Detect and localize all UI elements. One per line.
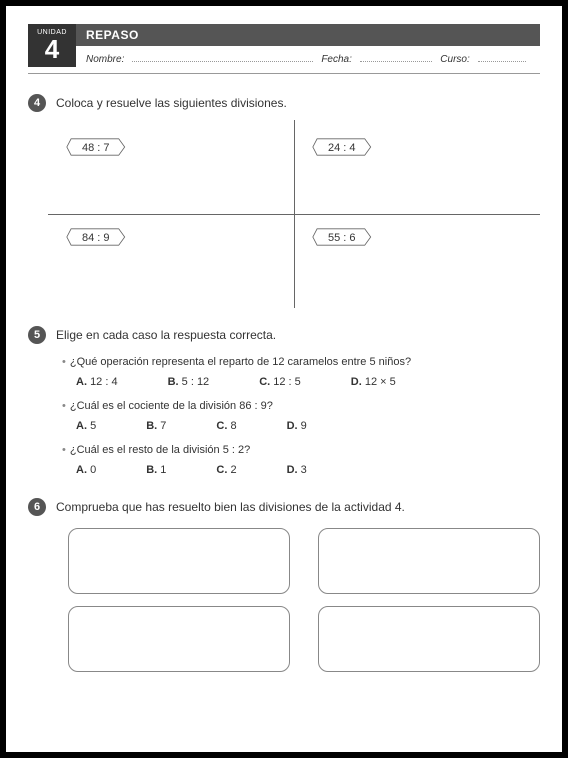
bullet-dot-icon: • (62, 356, 66, 368)
grid-cell-4: 55 : 6 (294, 214, 540, 304)
date-field-line[interactable] (360, 52, 432, 62)
choice-d[interactable]: D. 3 (287, 464, 307, 476)
division-value: 55 : 6 (312, 229, 372, 247)
division-tag: 24 : 4 (312, 138, 372, 156)
choice-label: C. (216, 420, 227, 432)
choice-label: A. (76, 464, 87, 476)
exercise-5: 5 Elige en cada caso la respuesta correc… (28, 326, 540, 476)
choice-value: 8 (230, 420, 236, 432)
answer-boxes (68, 528, 540, 672)
bullet-dot-icon: • (62, 444, 66, 456)
answer-box-4[interactable] (318, 606, 540, 672)
question-3: • ¿Cuál es el resto de la división 5 : 2?… (62, 444, 540, 476)
question-2-choices: A. 5 B. 7 C. 8 D. 9 (76, 420, 540, 432)
name-label: Nombre: (86, 54, 124, 65)
choice-a[interactable]: A. 12 : 4 (76, 376, 118, 388)
division-grid: 48 : 7 24 : 4 84 : 9 55 : 6 (48, 124, 540, 304)
grid-cell-2: 24 : 4 (294, 124, 540, 214)
question-2: • ¿Cuál es el cociente de la división 86 … (62, 400, 540, 432)
choice-label: A. (76, 376, 87, 388)
choice-a[interactable]: A. 0 (76, 464, 96, 476)
question-2-text: • ¿Cuál es el cociente de la división 86 … (62, 400, 540, 412)
choice-d[interactable]: D. 12 × 5 (351, 376, 396, 388)
choice-d[interactable]: D. 9 (287, 420, 307, 432)
question-3-choices: A. 0 B. 1 C. 2 D. 3 (76, 464, 540, 476)
bullet-dot-icon: • (62, 400, 66, 412)
choice-b[interactable]: B. 7 (146, 420, 166, 432)
question-2-label: ¿Cuál es el cociente de la división 86 :… (70, 400, 273, 412)
question-1-text: • ¿Qué operación representa el reparto de… (62, 356, 540, 368)
choice-a[interactable]: A. 5 (76, 420, 96, 432)
choice-value: 2 (230, 464, 236, 476)
title-bar: REPASO (76, 24, 540, 46)
question-3-text: • ¿Cuál es el resto de la división 5 : 2? (62, 444, 540, 456)
name-field-line[interactable] (132, 52, 313, 62)
division-value: 24 : 4 (312, 139, 372, 157)
division-tag: 48 : 7 (66, 138, 126, 156)
info-row: Nombre: Fecha: Curso: (76, 46, 540, 67)
grid-cell-1: 48 : 7 (48, 124, 294, 214)
exercise-5-bullet: 5 (28, 326, 46, 344)
choice-label: B. (168, 376, 179, 388)
unit-badge: UNIDAD 4 (28, 24, 76, 67)
date-label: Fecha: (321, 54, 352, 65)
choice-label: C. (216, 464, 227, 476)
division-tag: 55 : 6 (312, 228, 372, 246)
choice-value: 7 (160, 420, 166, 432)
choice-label: C. (259, 376, 270, 388)
header-divider (28, 73, 540, 74)
choice-c[interactable]: C. 8 (216, 420, 236, 432)
question-1-label: ¿Qué operación representa el reparto de … (70, 356, 411, 368)
choice-value: 0 (90, 464, 96, 476)
choice-label: B. (146, 464, 157, 476)
exercise-4-prompt: Coloca y resuelve las siguientes divisio… (56, 94, 287, 110)
course-field-line[interactable] (478, 52, 526, 62)
exercise-4-head: 4 Coloca y resuelve las siguientes divis… (28, 94, 540, 112)
question-3-label: ¿Cuál es el resto de la división 5 : 2? (70, 444, 250, 456)
worksheet-page: UNIDAD 4 REPASO Nombre: Fecha: Curso: 4 … (6, 6, 562, 752)
exercise-5-prompt: Elige en cada caso la respuesta correcta… (56, 326, 276, 342)
answer-box-1[interactable] (68, 528, 290, 594)
exercise-6: 6 Comprueba que has resuelto bien las di… (28, 498, 540, 672)
division-value: 84 : 9 (66, 229, 126, 247)
course-label: Curso: (440, 54, 469, 65)
exercise-6-head: 6 Comprueba que has resuelto bien las di… (28, 498, 540, 516)
choice-value: 12 : 4 (90, 376, 118, 388)
choice-value: 12 × 5 (365, 376, 396, 388)
choice-c[interactable]: C. 12 : 5 (259, 376, 301, 388)
question-1-choices: A. 12 : 4 B. 5 : 12 C. 12 : 5 D. 12 × 5 (76, 376, 540, 388)
choice-c[interactable]: C. 2 (216, 464, 236, 476)
choice-value: 12 : 5 (273, 376, 301, 388)
grid-cell-3: 84 : 9 (48, 214, 294, 304)
choice-label: A. (76, 420, 87, 432)
choice-value: 9 (301, 420, 307, 432)
choice-value: 1 (160, 464, 166, 476)
answer-box-2[interactable] (318, 528, 540, 594)
header-right: REPASO Nombre: Fecha: Curso: (76, 24, 540, 67)
choice-value: 3 (301, 464, 307, 476)
exercise-6-bullet: 6 (28, 498, 46, 516)
choice-label: D. (287, 420, 298, 432)
choice-b[interactable]: B. 1 (146, 464, 166, 476)
division-value: 48 : 7 (66, 139, 126, 157)
choice-b[interactable]: B. 5 : 12 (168, 376, 210, 388)
unit-number: 4 (45, 36, 59, 62)
choice-value: 5 : 12 (182, 376, 210, 388)
answer-box-3[interactable] (68, 606, 290, 672)
exercise-4-bullet: 4 (28, 94, 46, 112)
choice-label: D. (287, 464, 298, 476)
page-header: UNIDAD 4 REPASO Nombre: Fecha: Curso: (28, 24, 540, 67)
choice-label: D. (351, 376, 362, 388)
exercise-6-prompt: Comprueba que has resuelto bien las divi… (56, 498, 405, 514)
choice-label: B. (146, 420, 157, 432)
question-1: • ¿Qué operación representa el reparto de… (62, 356, 540, 388)
exercise-5-head: 5 Elige en cada caso la respuesta correc… (28, 326, 540, 344)
choice-value: 5 (90, 420, 96, 432)
exercise-4: 4 Coloca y resuelve las siguientes divis… (28, 94, 540, 304)
division-tag: 84 : 9 (66, 228, 126, 246)
